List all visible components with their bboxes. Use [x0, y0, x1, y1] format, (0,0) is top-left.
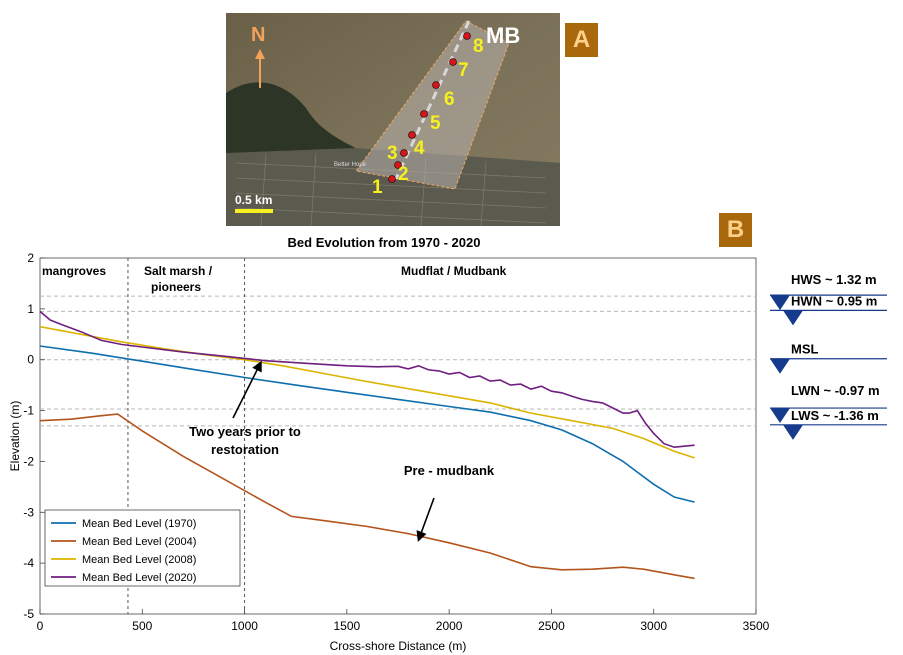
y-tick-label: 1 — [27, 302, 34, 316]
annotation-two-years: Two years prior to — [189, 424, 301, 439]
urban-area — [226, 148, 560, 226]
legend-label: Mean Bed Level (1970) — [82, 518, 196, 530]
satellite-map: 1 2 3 4 5 6 7 8 MB N Better Hope 0.5 km — [226, 13, 560, 226]
x-tick-label: 2000 — [436, 619, 463, 633]
zone-label-pioneers: pioneers — [151, 280, 201, 294]
series-line-3 — [39, 310, 695, 449]
legend-label: Mean Bed Level (2008) — [82, 554, 196, 566]
tide-marker-icon — [783, 424, 803, 440]
bed-evolution-chart: Bed Evolution from 1970 - 2020 0 500 1000 1… — [8, 235, 887, 653]
x-tick-label: 0 — [37, 619, 44, 633]
point-label-7: 7 — [458, 60, 469, 81]
point-label-5: 5 — [430, 113, 441, 134]
y-axis-label: Elevation (m) — [8, 401, 22, 472]
y-axis-ticks: 2 1 0 -1 -2 -3 -4 -5 — [23, 251, 45, 621]
series-lines — [39, 310, 695, 580]
legend-label: Mean Bed Level (2020) — [82, 572, 196, 584]
legend-box — [44, 509, 241, 587]
y-tick-label: 0 — [27, 353, 34, 367]
y-tick-label: -4 — [23, 556, 34, 570]
point-label-6: 6 — [444, 89, 455, 110]
annotation-pre-mudbank: Pre - mudbank — [404, 463, 495, 478]
tide-marker-icon — [783, 310, 803, 326]
y-tick-label: -3 — [23, 505, 34, 519]
point-label-1: 1 — [372, 177, 383, 198]
point-label-3: 3 — [387, 143, 398, 164]
x-tick-label: 3000 — [640, 619, 667, 633]
street-label: Better Hope — [334, 162, 367, 168]
transect-label: MB — [486, 23, 520, 48]
map-image: 1 2 3 4 5 6 7 8 MB N Better Hope 0.5 km — [226, 13, 560, 226]
annotation-arrows — [232, 360, 435, 542]
tide-level-label: HWS ~ 1.32 m — [791, 272, 877, 287]
y-tick-label: -1 — [23, 404, 34, 418]
legend: Mean Bed Level (1970) Mean Bed Level (200… — [44, 509, 241, 587]
y-tick-label: -2 — [23, 454, 34, 468]
tide-level-label: LWS ~ -1.36 m — [791, 408, 879, 423]
legend-label: Mean Bed Level (2004) — [82, 536, 196, 548]
panel-label-a: A — [565, 23, 598, 57]
x-tick-label: 1000 — [231, 619, 258, 633]
sample-points — [388, 32, 471, 183]
chart-title: Bed Evolution from 1970 - 2020 — [288, 235, 481, 250]
north-arrow-icon — [255, 49, 265, 88]
point-label-8: 8 — [473, 36, 484, 57]
point-label-2: 2 — [398, 164, 409, 185]
x-tick-label: 500 — [132, 619, 152, 633]
north-label: N — [251, 24, 265, 46]
zone-label-mangroves: mangroves — [42, 264, 106, 278]
x-axis-label: Cross-shore Distance (m) — [330, 639, 467, 653]
tide-level-markers: HWS ~ 1.32 m HWN ~ 0.95 m MSL LWN ~ -0.97 m… — [770, 272, 887, 440]
series-line-1 — [39, 413, 695, 580]
tide-marker-icon — [770, 295, 790, 311]
x-tick-label: 1500 — [334, 619, 361, 633]
x-tick-label: 3500 — [743, 619, 770, 633]
transect-box — [355, 20, 510, 190]
series-line-2 — [39, 325, 695, 459]
point-label-4: 4 — [414, 138, 425, 159]
reference-lines — [40, 295, 756, 427]
y-tick-label: 2 — [27, 251, 34, 265]
annotation-restoration: restoration — [211, 442, 279, 457]
tide-marker-icon — [770, 358, 790, 374]
scale-bar — [235, 209, 273, 213]
panel-label-b: B — [719, 213, 752, 247]
point-labels: 1 2 3 4 5 6 7 8 — [372, 36, 484, 198]
transect-line — [394, 20, 471, 180]
y-tick-label: -5 — [23, 607, 34, 621]
zone-label-salt-marsh: Salt marsh / — [144, 264, 213, 278]
tide-marker-icon — [770, 408, 790, 424]
scale-label: 0.5 km — [235, 193, 272, 207]
tide-level-label: LWN ~ -0.97 m — [791, 383, 880, 398]
tide-level-label: HWN ~ 0.95 m — [791, 293, 877, 308]
zone-label-mudflat: Mudflat / Mudbank — [401, 264, 507, 278]
x-axis-ticks: 0 500 1000 1500 2000 2500 3000 3500 — [37, 609, 770, 633]
series-line-0 — [39, 345, 695, 503]
x-tick-label: 2500 — [538, 619, 565, 633]
tide-level-label: MSL — [791, 342, 819, 357]
